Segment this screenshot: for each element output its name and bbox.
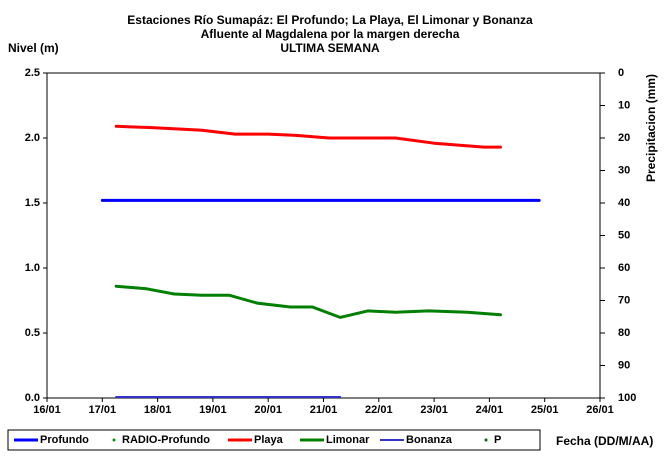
legend-label: Playa — [254, 434, 284, 446]
y-tick-label: 2.0 — [25, 132, 40, 144]
chart-subtitle: ULTIMA SEMANA — [280, 41, 380, 55]
x-tick-label: 24/01 — [476, 404, 504, 416]
legend-label: Profundo — [40, 434, 89, 446]
y2-tick-label: 0 — [618, 67, 624, 79]
x-tick-label: 18/01 — [144, 404, 172, 416]
x-axis-label: Fecha (DD/M/AA) — [556, 434, 653, 448]
chart-subtitle: Afluente al Magdalena por la margen dere… — [201, 27, 460, 41]
y-tick-label: 0.5 — [25, 327, 40, 339]
y2-tick-label: 20 — [618, 132, 630, 144]
series-line — [114, 284, 502, 319]
y2-tick-label: 80 — [618, 327, 630, 339]
legend-label: P — [494, 434, 501, 446]
chart-title: Estaciones Río Sumapáz: El Profundo; La … — [127, 13, 533, 27]
legend-label: Limonar — [326, 434, 370, 446]
y2-tick-label: 70 — [618, 294, 630, 306]
x-tick-label: 21/01 — [310, 404, 338, 416]
y2-tick-label: 30 — [618, 164, 630, 176]
legend-box — [7, 429, 541, 451]
y2-tick-label: 60 — [618, 262, 630, 274]
x-tick-label: 16/01 — [33, 404, 61, 416]
x-tick-label: 22/01 — [365, 404, 393, 416]
legend-label: RADIO-Profundo — [122, 434, 210, 446]
plot-area — [46, 72, 601, 399]
x-tick-label: 25/01 — [531, 404, 559, 416]
x-tick-label: 26/01 — [586, 404, 614, 416]
legend-swatch — [112, 438, 116, 442]
y-tick-label: 0.0 — [25, 392, 40, 404]
x-tick-label: 20/01 — [254, 404, 282, 416]
y-axis-label: Nivel (m) — [8, 41, 59, 55]
y2-tick-label: 90 — [618, 359, 630, 371]
y-tick-label: 2.5 — [25, 67, 40, 79]
legend-label: Bonanza — [406, 434, 453, 446]
x-tick-label: 23/01 — [420, 404, 448, 416]
y2-tick-label: 100 — [618, 392, 636, 404]
y2-tick-label: 50 — [618, 229, 630, 241]
legend-swatch — [484, 438, 488, 442]
x-tick-label: 19/01 — [199, 404, 227, 416]
x-tick-label: 17/01 — [89, 404, 117, 416]
y2-tick-label: 10 — [618, 99, 630, 111]
y2-axis-label: Precipitacion (mm) — [644, 74, 658, 182]
y-tick-label: 1.0 — [25, 262, 40, 274]
y2-tick-label: 40 — [618, 197, 630, 209]
series-line — [114, 124, 502, 149]
y-tick-label: 1.5 — [25, 197, 40, 209]
